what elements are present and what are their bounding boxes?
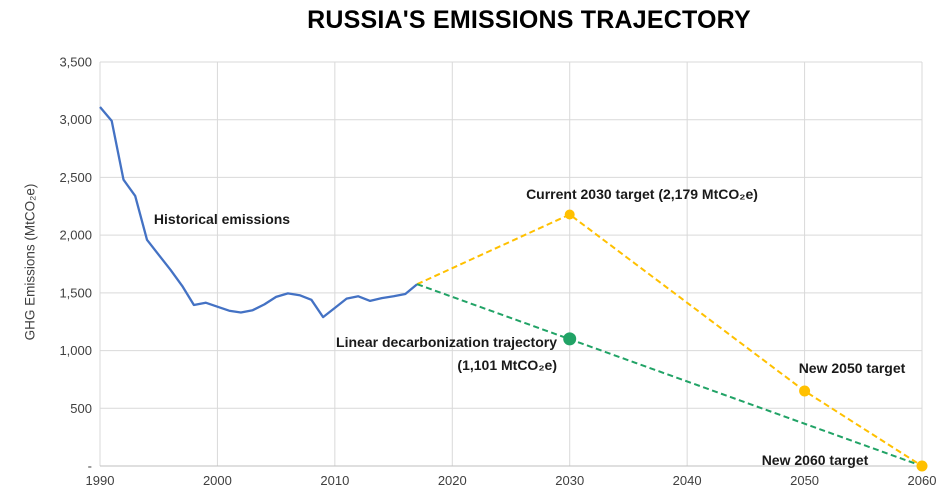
x-axis-tick-label: 2010: [320, 473, 349, 488]
linear-decarbonization-trajectory-line: [416, 283, 923, 467]
x-axis-tick-label: 2050: [790, 473, 819, 488]
new-2050-target-label: New 2050 target: [798, 360, 906, 376]
linear-decarbonization-label-line1: Linear decarbonization trajectory: [336, 334, 557, 350]
y-axis-tick-label: -: [88, 459, 92, 474]
new-2060-target-point: [916, 460, 928, 472]
x-axis-tick-label: 1990: [86, 473, 115, 488]
y-axis-tick-label: 1,500: [59, 285, 92, 300]
new-2050-target-point: [799, 385, 811, 397]
x-axis-tick-label: 2040: [673, 473, 702, 488]
historical-emissions-label: Historical emissions: [153, 211, 291, 227]
linear-decarbonization-label: Linear decarbonization trajectory (1,101…: [336, 331, 557, 377]
current-targets-trajectory-line: [416, 213, 923, 467]
y-axis-tick-label: 2,000: [59, 228, 92, 243]
chart-title: RUSSIA'S EMISSIONS TRAJECTORY: [307, 6, 751, 34]
historical-emissions-line: [99, 106, 418, 319]
linear-trajectory-2030-point: [563, 332, 577, 346]
current-2030-target-label: Current 2030 target (2,179 MtCO₂e): [526, 186, 758, 202]
y-axis-tick-label: 500: [70, 401, 92, 416]
new-2060-target-label: New 2060 target: [761, 452, 869, 468]
current-2030-target-point: [564, 209, 575, 220]
x-axis-tick-label: 2020: [438, 473, 467, 488]
y-axis-tick-label: 1,000: [59, 343, 92, 358]
x-axis-tick-label: 2000: [203, 473, 232, 488]
y-axis-tick-label: 3,000: [59, 112, 92, 127]
y-axis-tick-label: 2,500: [59, 170, 92, 185]
x-axis-tick-label: 2030: [555, 473, 584, 488]
y-axis-tick-label: 3,500: [59, 55, 92, 70]
x-axis-tick-label: 2060: [908, 473, 937, 488]
linear-decarbonization-label-line2: (1,101 MtCO₂e): [457, 357, 557, 373]
